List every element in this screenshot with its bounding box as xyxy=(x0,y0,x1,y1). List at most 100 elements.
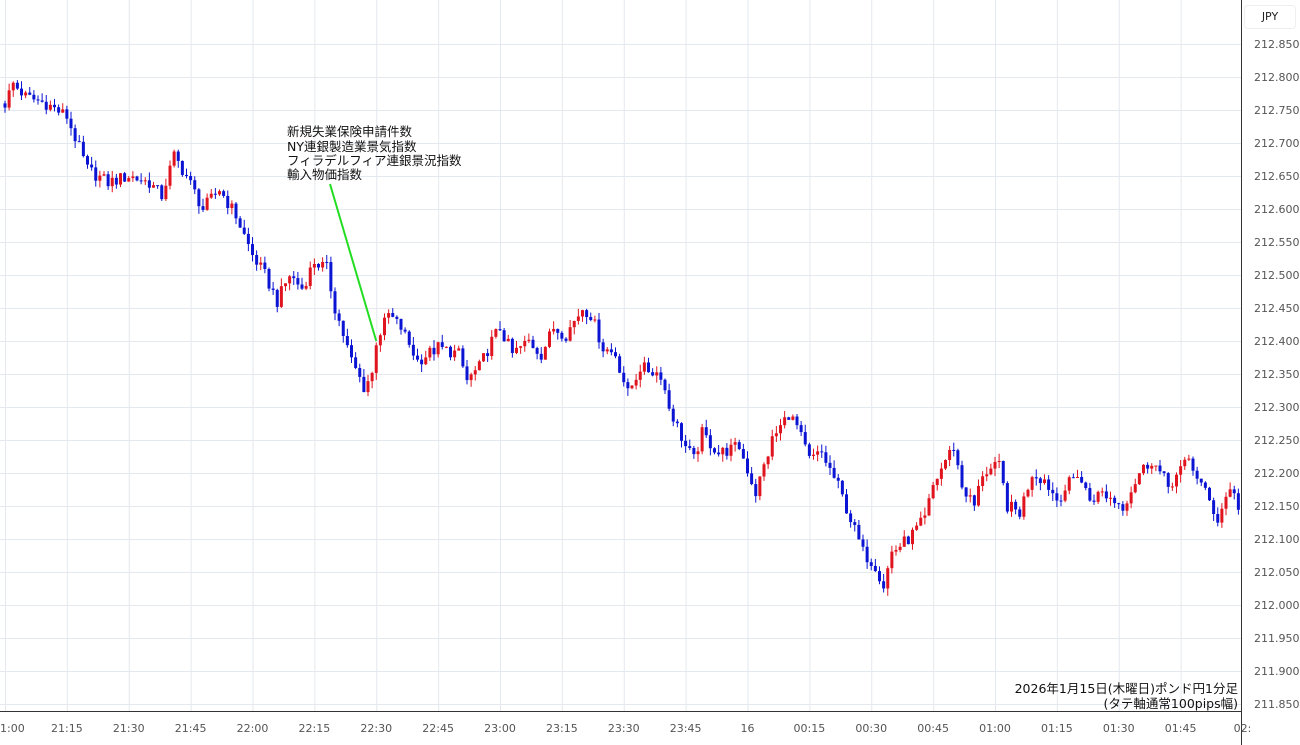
candle-down xyxy=(176,151,180,161)
candle-up xyxy=(993,461,997,469)
candle-up xyxy=(779,425,782,434)
candle-up xyxy=(374,345,378,373)
candle-down xyxy=(486,353,490,357)
candle-down xyxy=(836,477,840,481)
candle-up xyxy=(758,476,762,497)
candle-up xyxy=(989,468,993,475)
candle-down xyxy=(1034,477,1038,479)
candle-up xyxy=(985,474,989,477)
time-tick-label: 22:30 xyxy=(360,722,392,735)
candle-up xyxy=(572,320,576,328)
candle-up xyxy=(898,546,902,551)
candle-up xyxy=(308,267,312,286)
candle-down xyxy=(213,193,217,195)
candle-up xyxy=(48,104,52,110)
candle-down xyxy=(40,100,44,102)
candle-up xyxy=(519,346,523,348)
candle-down xyxy=(1059,500,1063,502)
candle-down xyxy=(395,316,399,319)
candle-down xyxy=(147,180,151,188)
candle-down xyxy=(123,173,127,182)
price-tick-label: 212.650 xyxy=(1254,170,1300,183)
candle-up xyxy=(774,433,778,437)
candle-down xyxy=(226,195,230,208)
candle-up xyxy=(98,175,102,181)
price-axis[interactable]: 212.850 212.800 212.750 212.700 212.650 212.6… xyxy=(1254,38,1300,711)
candle-down xyxy=(1212,500,1216,514)
candle-up xyxy=(634,379,638,386)
candle-down xyxy=(659,372,663,380)
candle-up xyxy=(939,468,943,479)
candle-up xyxy=(172,151,176,166)
candle-up xyxy=(894,550,898,552)
candle-down xyxy=(1208,487,1211,501)
candle-down xyxy=(828,462,832,468)
candle-down xyxy=(618,356,622,373)
candle-down xyxy=(325,261,329,263)
candle-down xyxy=(556,328,560,333)
candle-down xyxy=(1104,491,1108,499)
candle-down xyxy=(564,338,568,341)
candle-up xyxy=(886,568,890,589)
candle-up xyxy=(552,328,556,332)
candle-down xyxy=(873,565,877,572)
candle-up xyxy=(1228,489,1232,497)
candle-down xyxy=(246,233,250,245)
time-axis[interactable]: 1:00 21:15 21:30 21:45 22:00 22:15 22:30 22:45 2… xyxy=(0,722,1251,735)
time-tick-label: 21:30 xyxy=(113,722,145,735)
candle-down xyxy=(292,276,296,279)
candle-up xyxy=(568,327,572,341)
candle-down xyxy=(139,180,143,182)
candle-down xyxy=(737,442,741,450)
candle-down xyxy=(1195,470,1199,479)
price-tick-label: 212.550 xyxy=(1254,236,1300,249)
candle-down xyxy=(234,203,238,219)
candle-down xyxy=(539,353,543,360)
candle-down xyxy=(865,546,869,563)
time-tick-label: 00:30 xyxy=(855,722,887,735)
time-tick-label: 00:15 xyxy=(794,722,826,735)
price-tick-label: 212.500 xyxy=(1254,269,1300,282)
candle-down xyxy=(713,448,716,453)
candle-up xyxy=(473,370,477,375)
time-tick-label: 02: xyxy=(1234,722,1252,735)
candle-down xyxy=(906,536,910,545)
currency-badge[interactable]: JPY xyxy=(1244,5,1296,29)
candle-up xyxy=(915,525,919,530)
candle-up xyxy=(1179,466,1183,475)
price-tick-label: 212.450 xyxy=(1254,302,1300,315)
candle-down xyxy=(869,562,873,566)
candle-up xyxy=(424,357,428,365)
candle-up xyxy=(1100,491,1104,493)
candle-up xyxy=(1096,491,1100,502)
candle-up xyxy=(1067,477,1071,491)
candle-down xyxy=(255,255,259,265)
candle-down xyxy=(20,88,23,96)
candle-down xyxy=(358,367,362,377)
candle-up xyxy=(696,451,700,455)
candle-down xyxy=(626,382,630,389)
candle-down xyxy=(36,99,40,101)
annotation-line-3: フィラデルフィア連銀景況指数 xyxy=(287,153,462,168)
candle-down xyxy=(675,421,679,424)
candle-up xyxy=(457,348,461,351)
candle-up xyxy=(1133,484,1137,493)
candle-down xyxy=(1071,477,1075,479)
candle-down xyxy=(1092,500,1096,502)
candle-down xyxy=(1232,489,1236,494)
candle-down xyxy=(57,107,61,113)
candle-down xyxy=(1084,482,1088,489)
candle-up xyxy=(1137,473,1141,485)
candle-up xyxy=(733,442,737,445)
candle-down xyxy=(1117,503,1121,505)
price-tick-label: 212.600 xyxy=(1254,203,1300,216)
price-tick-label: 212.400 xyxy=(1254,335,1300,348)
time-tick-label: 01:00 xyxy=(979,722,1011,735)
candle-up xyxy=(948,449,952,460)
candle-up xyxy=(127,178,131,182)
candle-up xyxy=(981,476,985,487)
candle-down xyxy=(1146,464,1150,469)
candle-down xyxy=(440,342,444,347)
candle-up xyxy=(284,283,287,287)
